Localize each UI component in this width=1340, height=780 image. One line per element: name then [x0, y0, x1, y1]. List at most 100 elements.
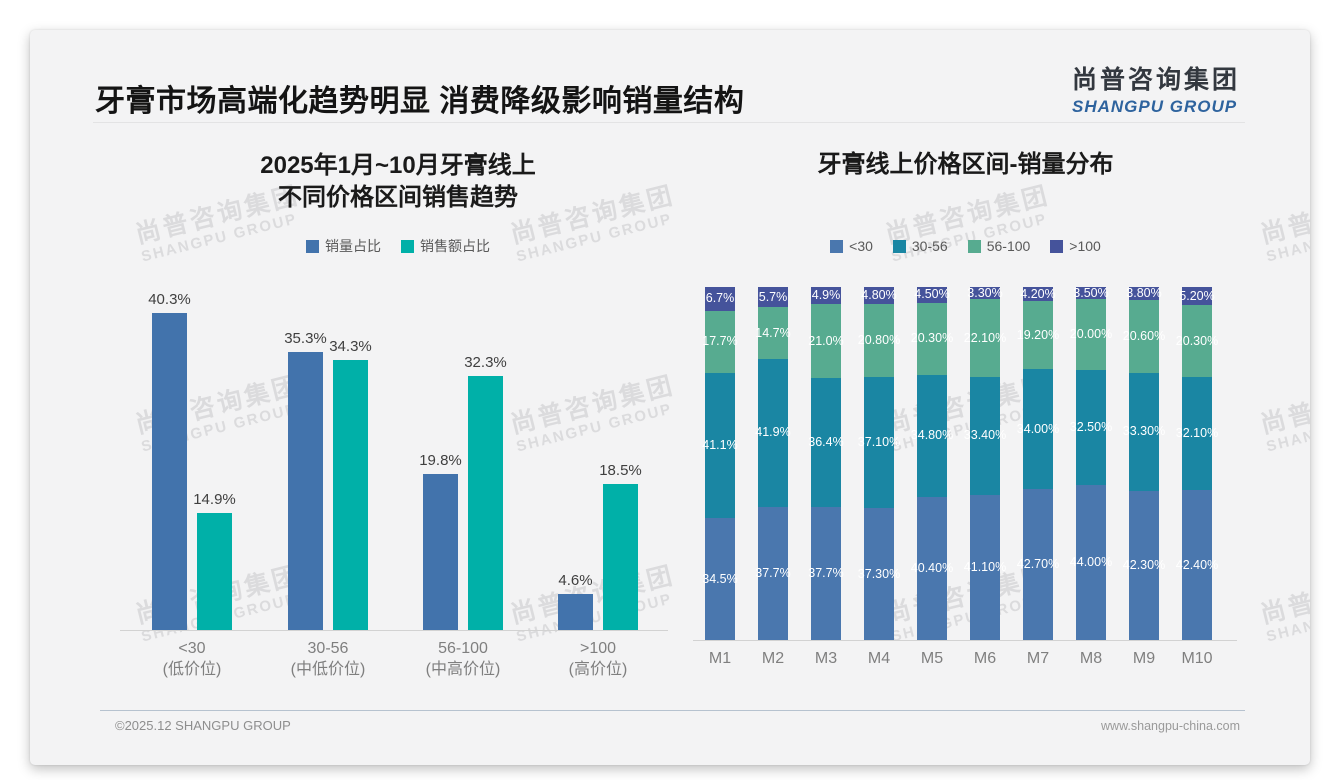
watermark-line2: SHANGPU GROUP	[1264, 590, 1310, 646]
stacked-bar-segment	[758, 359, 788, 507]
stacked-bar-segment	[1023, 489, 1053, 640]
left-chart-title: 2025年1月~10月牙膏线上 不同价格区间销售趋势	[120, 150, 676, 214]
segment-value-label: 42.70%	[1016, 557, 1060, 572]
segment-value-label: 37.30%	[857, 566, 901, 581]
x-axis-label: M7	[1026, 650, 1050, 667]
stacked-bar-segment	[1023, 369, 1053, 490]
bar	[558, 594, 593, 630]
x-axis-label: M8	[1079, 650, 1103, 667]
x-axis-label-range: 30-56	[307, 640, 349, 657]
segment-value-label: 37.7%	[755, 565, 791, 580]
bar	[603, 484, 638, 630]
stacked-bar-segment	[970, 494, 1000, 640]
segment-value-label: 4.80%	[861, 287, 897, 302]
legend-item: <30	[830, 238, 873, 254]
watermark-line2: SHANGPU GROUP	[1264, 210, 1310, 266]
bar	[333, 360, 368, 630]
segment-value-label: 34.5%	[702, 571, 738, 586]
legend-item: 销量占比	[306, 236, 381, 256]
stacked-bar-segment	[758, 307, 788, 360]
legend-label: >100	[1069, 238, 1101, 254]
segment-value-label: 32.50%	[1069, 419, 1113, 434]
legend-label: 销量占比	[325, 238, 381, 254]
slide: 尚普咨询集团 SHANGPU GROUP 尚普咨询集团 SHANGPU GROUP 尚普…	[30, 30, 1310, 765]
x-axis-label-range: <30	[178, 640, 206, 657]
stacked-bar-segment	[1182, 305, 1212, 378]
bar	[197, 513, 232, 630]
segment-value-label: 3.80%	[1126, 286, 1162, 301]
legend-label: 56-100	[986, 238, 1031, 254]
segment-value-label: 3.30%	[967, 285, 1003, 300]
bar-value-label: 35.3%	[284, 330, 327, 347]
stacked-bar-segment	[864, 303, 894, 378]
stacked-bar-segment	[864, 508, 894, 640]
segment-value-label: 17.7%	[702, 334, 738, 349]
stacked-bar-segment	[864, 377, 894, 509]
bar	[423, 474, 458, 630]
x-axis-label: M4	[867, 650, 891, 667]
watermark-line1: 尚普咨询集团	[1257, 371, 1310, 440]
stacked-bar-segment	[970, 299, 1000, 378]
segment-value-label: 41.9%	[755, 425, 791, 440]
segment-value-label: 22.10%	[963, 330, 1007, 345]
stacked-bar-segment	[811, 304, 841, 379]
stacked-bar-segment	[917, 302, 947, 375]
segment-value-label: 4.9%	[811, 288, 841, 303]
x-axis-label-tier: (低价位)	[162, 661, 222, 678]
stacked-bar-segment	[758, 506, 788, 640]
legend-swatch-icon	[967, 239, 981, 253]
stacked-bar-segment	[1129, 490, 1159, 640]
stacked-bar-segment	[1076, 299, 1106, 370]
segment-value-label: 20.80%	[857, 333, 901, 348]
stacked-bar-segment	[864, 287, 894, 304]
segment-value-label: 19.20%	[1016, 327, 1060, 342]
x-axis-label: M9	[1132, 650, 1156, 667]
left-chart-title-line1: 2025年1月~10月牙膏线上	[260, 152, 536, 179]
logo-text-cn: 尚普咨询集团	[1071, 66, 1240, 94]
left-chart-x-axis	[120, 630, 668, 631]
bar	[288, 352, 323, 630]
bar-value-label: 18.5%	[599, 462, 642, 479]
stacked-bar-segment	[917, 497, 947, 640]
stacked-bar-segment	[811, 506, 841, 640]
segment-value-label: 5.20%	[1179, 288, 1215, 303]
x-axis-label: 30-56 (中低价位)	[258, 638, 398, 680]
stacked-bar-segment	[811, 287, 841, 305]
segment-value-label: 21.0%	[808, 333, 844, 348]
title-divider	[93, 122, 1245, 123]
bar-value-label: 14.9%	[193, 491, 236, 508]
x-axis-label: M3	[814, 650, 838, 667]
x-axis-label: M2	[761, 650, 785, 667]
bar	[152, 313, 187, 630]
bar-value-label: 32.3%	[464, 354, 507, 371]
segment-value-label: 33.30%	[1122, 424, 1166, 439]
segment-value-label: 42.40%	[1175, 557, 1219, 572]
bar-value-label: 19.8%	[419, 452, 462, 469]
stacked-bar-segment	[705, 518, 735, 640]
segment-value-label: 32.10%	[1175, 426, 1219, 441]
watermark-line2: SHANGPU GROUP	[889, 210, 1050, 266]
stacked-bar-segment	[758, 287, 788, 308]
watermark-line1: 尚普咨询集团	[1257, 561, 1310, 630]
segment-value-label: 37.10%	[857, 435, 901, 450]
stacked-bar-segment	[917, 374, 947, 498]
x-axis-label: M6	[973, 650, 997, 667]
x-axis-label-range: 56-100	[438, 640, 488, 657]
segment-value-label: 40.40%	[910, 561, 954, 576]
x-axis-label-tier: (中高价位)	[425, 661, 501, 678]
segment-value-label: 4.20%	[1020, 286, 1056, 301]
stacked-bar-segment	[1076, 484, 1106, 640]
segment-value-label: 37.7%	[808, 565, 844, 580]
segment-value-label: 20.30%	[910, 331, 954, 346]
segment-value-label: 6.7%	[705, 291, 735, 306]
stacked-bar-segment	[1182, 377, 1212, 491]
stacked-bar-segment	[1129, 300, 1159, 374]
stacked-bar-segment	[1129, 373, 1159, 491]
legend-item: 30-56	[892, 238, 948, 254]
stacked-bar-segment	[705, 287, 735, 311]
stacked-bar-segment	[1023, 286, 1053, 302]
stacked-bar-segment	[917, 287, 947, 303]
